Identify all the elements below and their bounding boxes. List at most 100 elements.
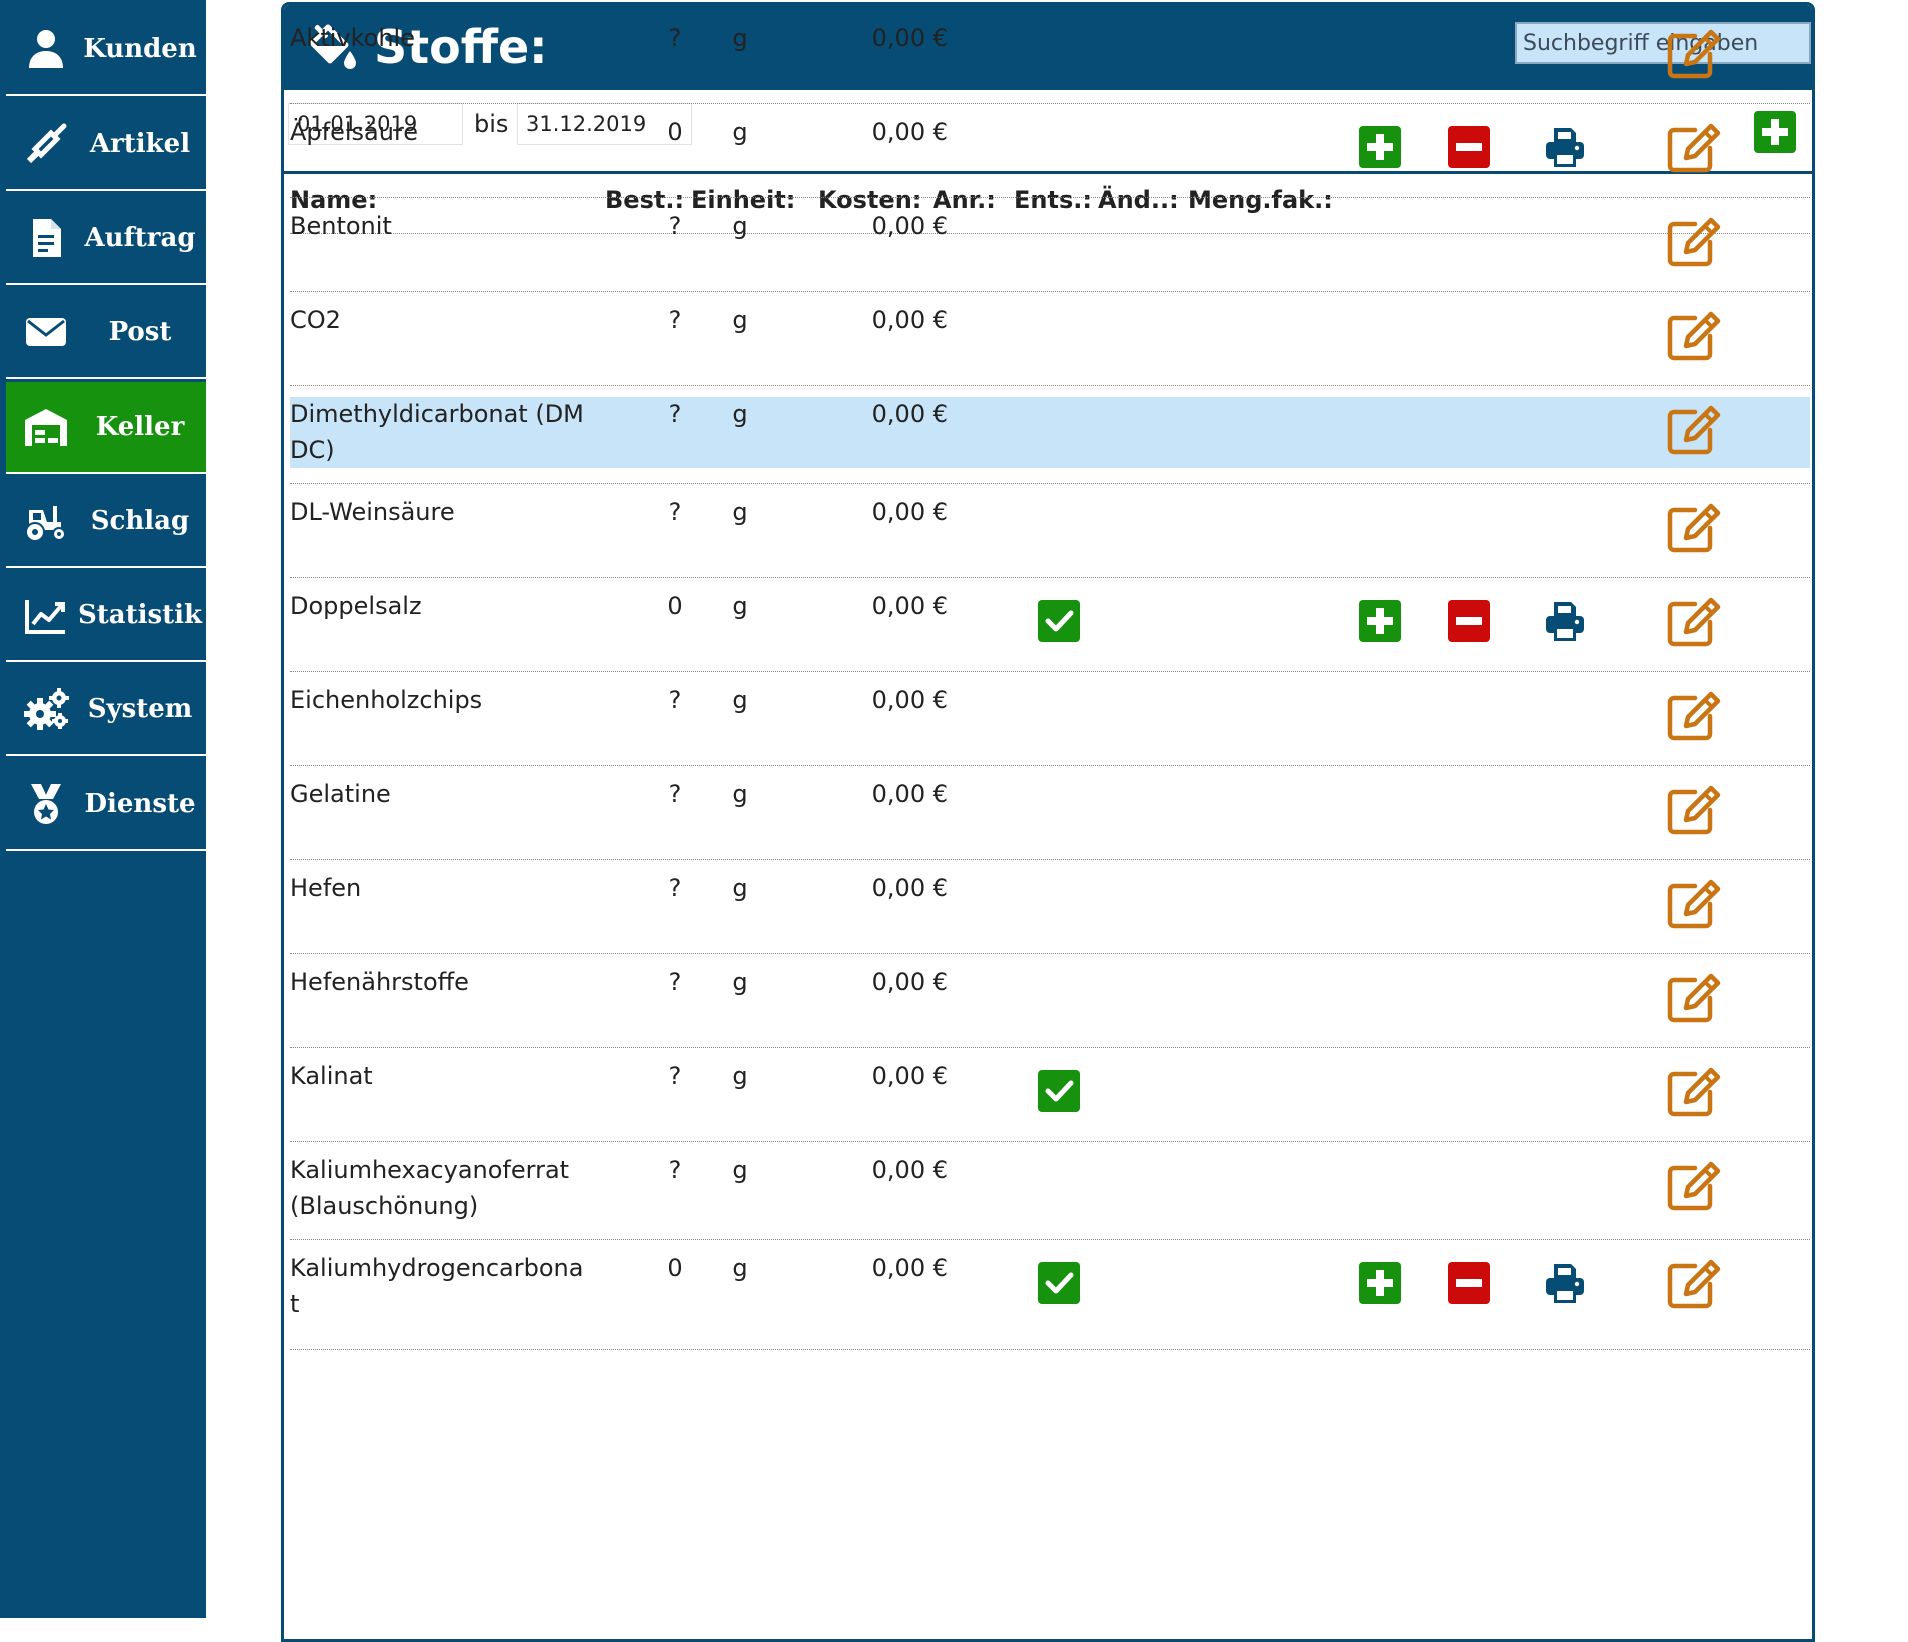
print-button[interactable] [1544,126,1586,168]
sidebar-item-post[interactable]: Post [6,287,206,379]
cogs-icon [23,686,69,732]
edit-button[interactable] [1665,596,1723,648]
substance-cost: 0,00 € [871,212,948,240]
stoffe-panel: Stoffe: bis Name: Best.: Einheit: Kosten… [281,2,1815,1642]
substance-unit: g [732,592,748,620]
remove-stock-button[interactable] [1448,126,1490,168]
substance-name: CO2 [290,306,341,334]
remove-stock-button[interactable] [1448,1262,1490,1304]
sidebar-item-label: Schlag [90,506,190,536]
envelope-icon [23,309,69,355]
substance-name: Kalinat [290,1062,373,1090]
date-from-input[interactable] [288,103,463,145]
edit-button[interactable] [1665,784,1723,836]
sidebar-item-kunden[interactable]: Kunden [6,4,206,96]
sidebar-item-label: Auftrag [84,223,196,253]
table-row[interactable]: Doppelsalz 0 g 0,00 € [290,578,1810,672]
table-row[interactable]: DL-Weinsäure? g 0,00 € [290,484,1810,578]
substance-unit: g [732,306,748,334]
substance-stock: ? [668,874,682,902]
edit-button[interactable] [1665,878,1723,930]
table-row[interactable]: Kaliumhexacyanoferrat (Blauschönung)? g 0,… [290,1142,1810,1240]
substance-name: Aktivkohle [290,24,415,52]
substance-cost: 0,00 € [871,118,948,146]
table-row[interactable]: Aktivkohle? g 0,00 € [290,10,1810,104]
user-icon [23,26,69,72]
sidebar-item-dienste[interactable]: Dienste [6,759,206,851]
table-row[interactable]: Hefenährstoffe? g 0,00 € [290,954,1810,1048]
substance-cost: 0,00 € [871,24,948,52]
edit-button[interactable] [1665,1066,1723,1118]
sidebar-item-system[interactable]: System [6,664,206,756]
fill-drip-icon [306,21,358,73]
substance-name: Bentonit [290,212,392,240]
sidebar-item-artikel[interactable]: Artikel [6,99,206,191]
edit-button[interactable] [1665,216,1723,268]
medal-icon [23,781,69,827]
substance-name: Doppelsalz [290,592,422,620]
substance-stock: ? [668,968,682,996]
edit-button[interactable] [1665,502,1723,554]
add-stock-button[interactable] [1359,1262,1401,1304]
header-unit: Einheit: [691,186,796,214]
substance-stock: ? [668,306,682,334]
table-row[interactable]: Bentonit? g 0,00 € [290,198,1810,292]
substance-stock: ? [668,24,682,52]
print-button[interactable] [1544,1262,1586,1304]
add-stock-button[interactable] [1359,126,1401,168]
substance-unit: g [732,968,748,996]
header-aend: Änd..: [1098,186,1179,214]
edit-button[interactable] [1665,1258,1723,1310]
edit-button[interactable] [1665,310,1723,362]
edit-button[interactable] [1665,122,1723,174]
edit-button[interactable] [1665,690,1723,742]
substance-name: Kaliumhexacyanoferrat (Blauschönung) [290,1156,570,1220]
search-input[interactable] [1515,22,1811,64]
substance-stock: 0 [667,1254,683,1282]
edit-button[interactable] [1665,1160,1723,1212]
print-button[interactable] [1544,600,1586,642]
sidebar-item-keller[interactable]: Keller [6,382,206,474]
header-ents: Ents.: [1014,186,1092,214]
add-substance-button[interactable] [1754,111,1796,153]
sidebar-item-statistik[interactable]: Statistik [6,570,206,662]
substance-cost: 0,00 € [871,498,948,526]
substance-unit: g [732,1156,748,1184]
check-square-icon [1038,1262,1080,1304]
edit-button[interactable] [1665,972,1723,1024]
page-title: Stoffe: [374,20,548,74]
sidebar-item-label: System [87,694,193,724]
substance-unit: g [732,874,748,902]
table-row[interactable]: Dimethyldicarbonat (DMDC)? g 0,00 € [290,386,1810,484]
table-row[interactable]: CO2? g 0,00 € [290,292,1810,386]
add-stock-button[interactable] [1359,600,1401,642]
sidebar-item-label: Post [108,317,172,347]
substance-cost: 0,00 € [871,592,948,620]
substance-name: Hefen [290,874,362,902]
remove-stock-button[interactable] [1448,600,1490,642]
substance-name: Äpfelsäure [290,118,419,146]
substance-unit: g [732,1062,748,1090]
substance-cost: 0,00 € [871,306,948,334]
substance-stock: ? [668,212,682,240]
date-filter-bar: bis [284,90,1812,174]
edit-button[interactable] [1665,28,1723,80]
substance-unit: g [732,498,748,526]
chart-line-icon [23,592,69,638]
sidebar-item-schlag[interactable]: Schlag [6,476,206,568]
table-row[interactable]: Hefen? g 0,00 € [290,860,1810,954]
edit-button[interactable] [1665,404,1723,456]
panel-header: Stoffe: [284,5,1812,90]
table-row[interactable]: Gelatine? g 0,00 € [290,766,1810,860]
table-row[interactable]: Eichenholzchips? g 0,00 € [290,672,1810,766]
header-name: Name: [290,186,378,214]
substance-stock: ? [668,1156,682,1184]
table-row[interactable]: Äpfelsäure 0 g 0,00 € [290,104,1810,198]
sidebar-item-auftrag[interactable]: Auftrag [6,193,206,285]
check-square-icon [1038,1070,1080,1112]
table-row[interactable]: Kaliumhydrogencarbonat 0 g 0,00 € [290,1240,1810,1350]
sidebar-item-label: Dienste [84,789,196,819]
date-to-input[interactable] [517,103,692,145]
table-row[interactable]: Kalinat? g 0,00 € [290,1048,1810,1142]
substance-stock: 0 [667,118,683,146]
